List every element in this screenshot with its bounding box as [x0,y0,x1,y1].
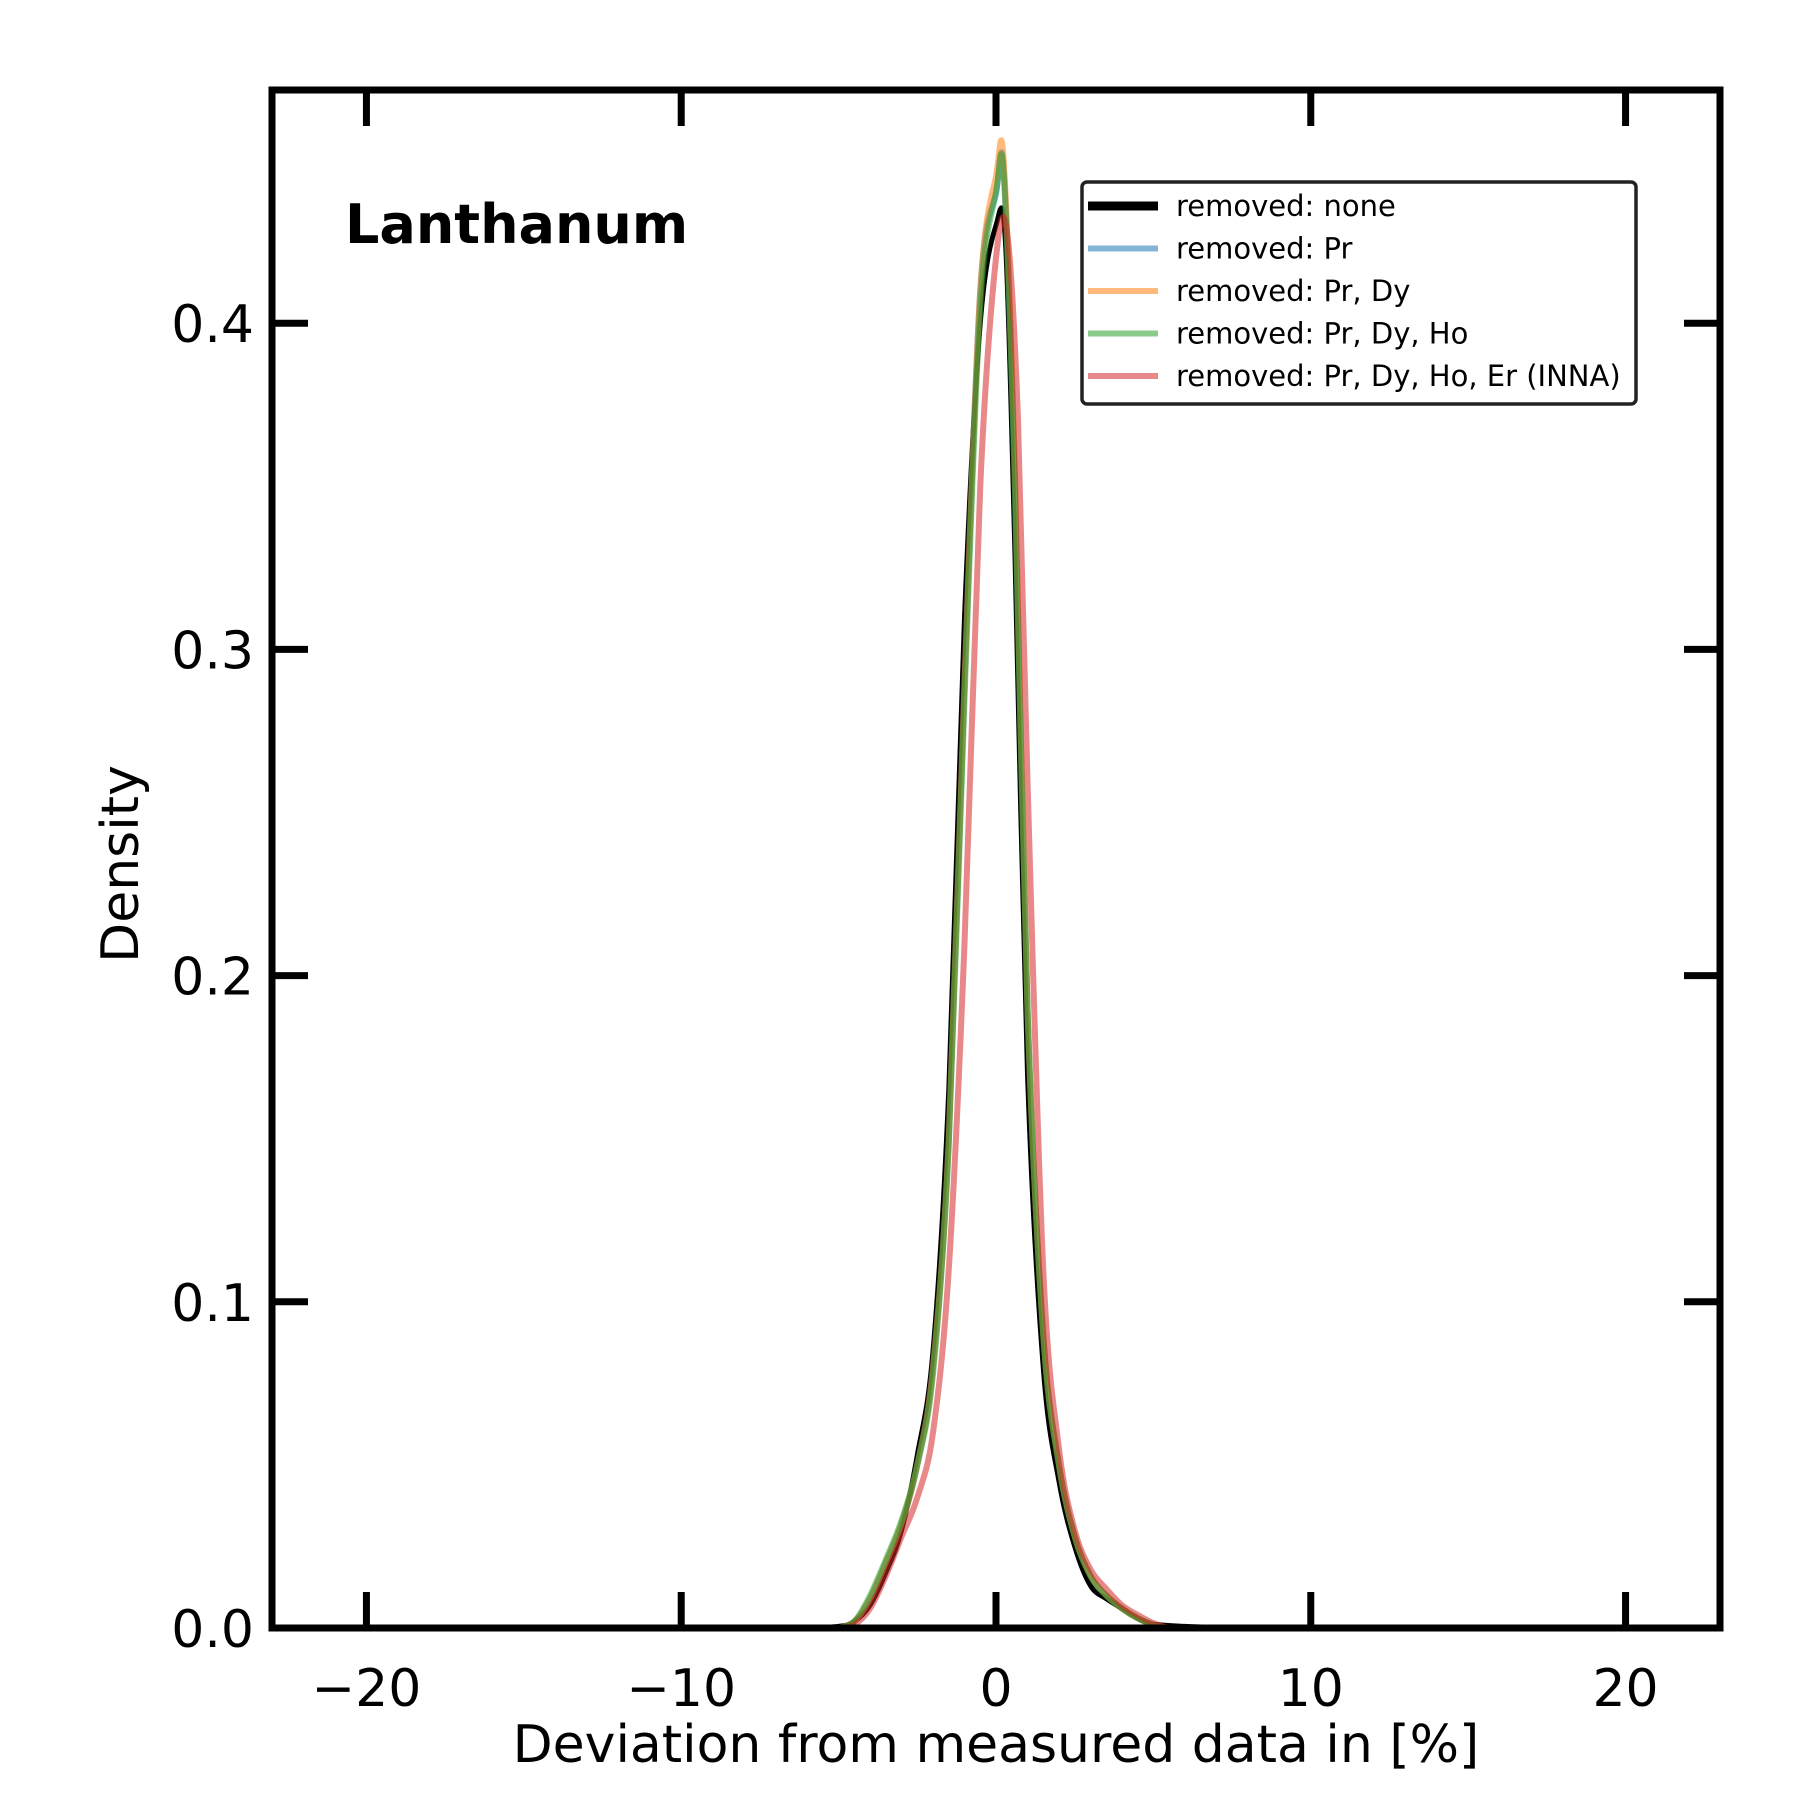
plot-frame [268,86,1724,1632]
x-tick-label: −10 [626,1659,736,1719]
series-curves [800,137,1264,1631]
legend-label-removed-pr-dy-ho-er-inna: removed: Pr, Dy, Ho, Er (INNA) [1176,359,1621,393]
y-tick-label: 0.2 [171,948,254,1008]
legend-label-removed-pr-dy-ho: removed: Pr, Dy, Ho [1176,317,1468,351]
series-line-removed-pr-dy-ho [837,151,1170,1631]
y-tick-label: 0.1 [171,1274,254,1334]
series-line-removed-pr-dy-ho-er-inna [838,214,1171,1631]
legend-label-removed-pr: removed: Pr [1176,232,1352,266]
annotation-lanthanum: Lanthanum [345,193,688,256]
legend-box [1080,180,1638,406]
y-tick-label: 0.4 [171,295,254,355]
y-axis-label: Density [91,765,151,963]
x-axis-label: Deviation from measured data in [%] [513,1715,1480,1775]
y-tick-label: 0.3 [171,621,254,681]
x-tick-label: 20 [1592,1659,1658,1719]
x-tick-label: 10 [1278,1659,1344,1719]
legend-label-removed-pr-dy: removed: Pr, Dy [1176,274,1410,308]
x-tick-label: −20 [312,1659,422,1719]
axis-ticks: −20 −10 0 10 20 0.0 0.1 0.2 0.3 0.4 [171,90,1720,1719]
x-tick-label: 0 [979,1659,1012,1719]
legend-label-removed-none: removed: none [1176,189,1396,223]
y-tick-label: 0.0 [171,1600,254,1660]
legend: removed: none removed: Pr removed: Pr, Dy r… [1080,180,1638,406]
